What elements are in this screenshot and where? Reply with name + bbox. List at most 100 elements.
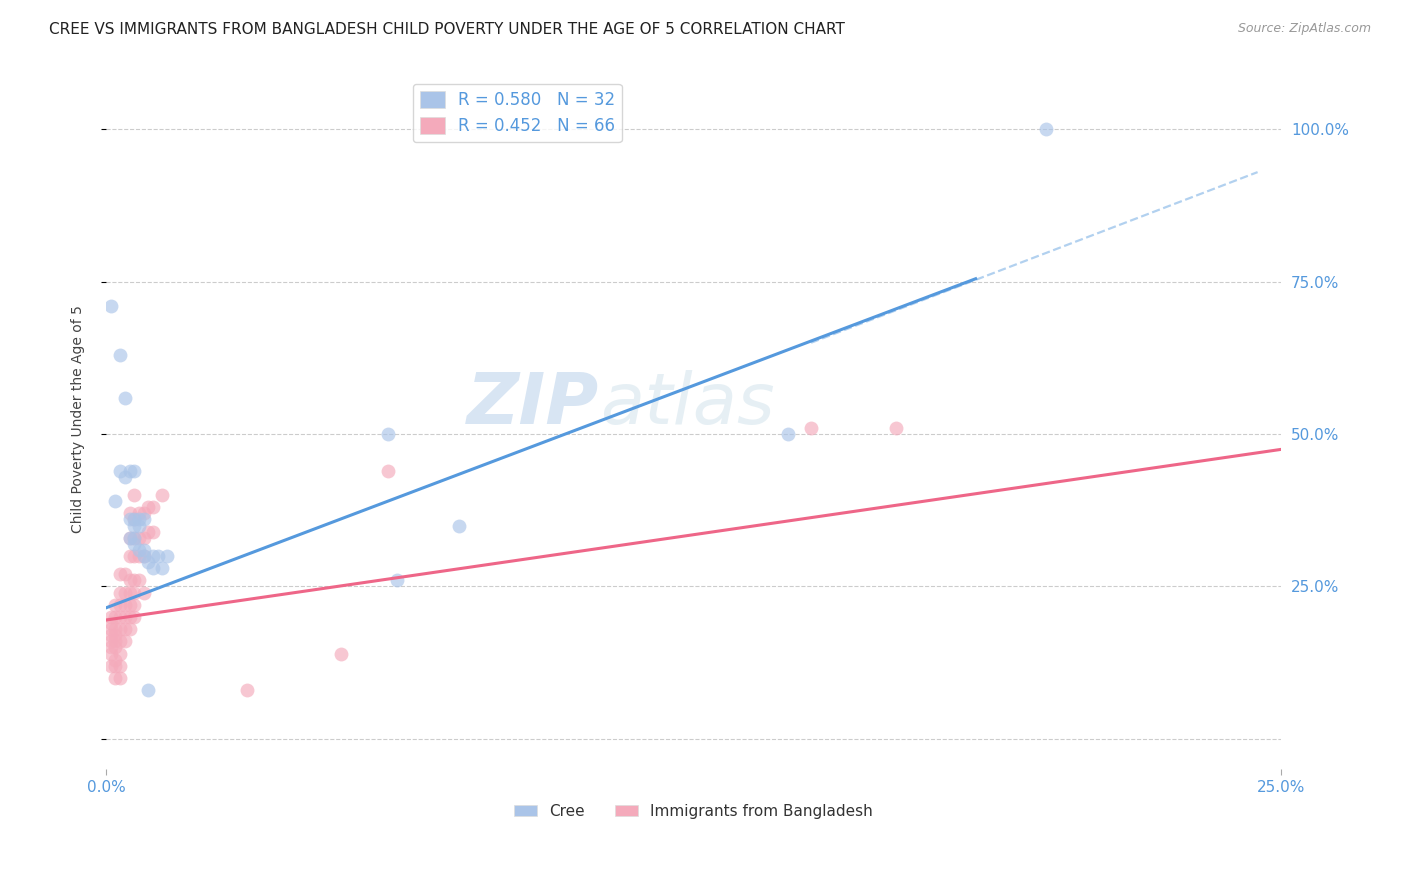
Point: [124, 488, 146, 502]
Point: [118, 610, 141, 624]
Point: [132, 549, 155, 563]
Point: [330, 647, 353, 661]
Point: [118, 622, 141, 636]
Point: [800, 421, 823, 435]
Point: [104, 494, 127, 508]
Point: [108, 622, 131, 636]
Point: [114, 622, 136, 636]
Point: [114, 634, 136, 648]
Point: [100, 640, 122, 655]
Point: [447, 518, 470, 533]
Point: [104, 598, 127, 612]
Point: [377, 464, 399, 478]
Point: [124, 610, 146, 624]
Point: [100, 628, 122, 642]
Point: [118, 531, 141, 545]
Point: [152, 488, 174, 502]
Point: [108, 658, 131, 673]
Legend: Cree, Immigrants from Bangladesh: Cree, Immigrants from Bangladesh: [508, 797, 879, 825]
Point: [236, 683, 259, 698]
Point: [118, 512, 141, 526]
Point: [104, 652, 127, 666]
Point: [128, 531, 150, 545]
Point: [104, 671, 127, 685]
Point: [118, 549, 141, 563]
Point: [114, 470, 136, 484]
Point: [124, 585, 146, 599]
Point: [156, 549, 179, 563]
Point: [104, 622, 127, 636]
Y-axis label: Child Poverty Under the Age of 5: Child Poverty Under the Age of 5: [72, 305, 86, 533]
Point: [104, 610, 127, 624]
Point: [152, 561, 174, 575]
Point: [100, 610, 122, 624]
Point: [142, 561, 165, 575]
Point: [100, 615, 122, 630]
Point: [108, 634, 131, 648]
Text: CREE VS IMMIGRANTS FROM BANGLADESH CHILD POVERTY UNDER THE AGE OF 5 CORRELATION : CREE VS IMMIGRANTS FROM BANGLADESH CHILD…: [49, 22, 845, 37]
Point: [100, 647, 122, 661]
Point: [108, 348, 131, 362]
Point: [104, 640, 127, 655]
Point: [128, 512, 150, 526]
Point: [124, 531, 146, 545]
Point: [100, 622, 122, 636]
Point: [118, 598, 141, 612]
Point: [108, 464, 131, 478]
Point: [118, 574, 141, 588]
Point: [884, 421, 907, 435]
Point: [118, 585, 141, 599]
Text: ZIP: ZIP: [467, 370, 599, 440]
Point: [146, 549, 169, 563]
Point: [118, 507, 141, 521]
Point: [142, 524, 165, 539]
Point: [108, 610, 131, 624]
Point: [142, 500, 165, 515]
Point: [114, 567, 136, 582]
Point: [104, 628, 127, 642]
Point: [132, 531, 155, 545]
Point: [138, 500, 160, 515]
Point: [128, 507, 150, 521]
Point: [108, 671, 131, 685]
Point: [124, 537, 146, 551]
Point: [118, 464, 141, 478]
Point: [128, 574, 150, 588]
Point: [124, 574, 146, 588]
Text: atlas: atlas: [599, 370, 775, 440]
Point: [124, 464, 146, 478]
Point: [132, 543, 155, 558]
Point: [100, 634, 122, 648]
Point: [124, 598, 146, 612]
Point: [387, 574, 409, 588]
Point: [108, 585, 131, 599]
Point: [128, 549, 150, 563]
Point: [124, 531, 146, 545]
Point: [776, 427, 799, 442]
Text: Source: ZipAtlas.com: Source: ZipAtlas.com: [1237, 22, 1371, 36]
Point: [138, 683, 160, 698]
Point: [132, 512, 155, 526]
Point: [128, 543, 150, 558]
Point: [377, 427, 399, 442]
Point: [138, 555, 160, 569]
Point: [142, 549, 165, 563]
Point: [114, 610, 136, 624]
Point: [104, 634, 127, 648]
Point: [132, 549, 155, 563]
Point: [132, 585, 155, 599]
Point: [100, 658, 122, 673]
Point: [114, 391, 136, 405]
Point: [132, 507, 155, 521]
Point: [128, 518, 150, 533]
Point: [108, 598, 131, 612]
Point: [104, 658, 127, 673]
Point: [124, 549, 146, 563]
Point: [124, 518, 146, 533]
Point: [124, 512, 146, 526]
Point: [108, 647, 131, 661]
Point: [138, 524, 160, 539]
Point: [124, 512, 146, 526]
Point: [100, 299, 122, 313]
Point: [114, 585, 136, 599]
